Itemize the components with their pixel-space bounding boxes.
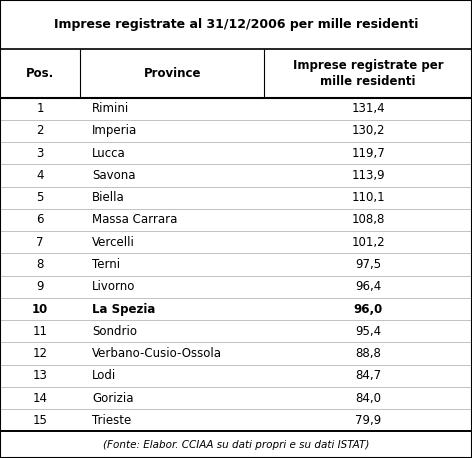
Text: La Spezia: La Spezia: [92, 303, 155, 316]
Text: 131,4: 131,4: [351, 102, 385, 115]
Text: (Fonte: Elabor. CCIAA su dati propri e su dati ISTAT): (Fonte: Elabor. CCIAA su dati propri e s…: [103, 440, 369, 450]
Text: 13: 13: [33, 369, 48, 382]
Text: 79,9: 79,9: [355, 414, 381, 427]
Text: Terni: Terni: [92, 258, 120, 271]
Text: 12: 12: [33, 347, 48, 360]
Text: Pos.: Pos.: [26, 67, 54, 80]
Text: 84,0: 84,0: [355, 392, 381, 404]
Text: 8: 8: [36, 258, 44, 271]
Text: Gorizia: Gorizia: [92, 392, 134, 404]
Text: 3: 3: [36, 147, 44, 160]
Text: Massa Carrara: Massa Carrara: [92, 213, 177, 226]
Text: 101,2: 101,2: [351, 236, 385, 249]
Text: 10: 10: [32, 303, 48, 316]
Text: 130,2: 130,2: [352, 125, 385, 137]
Text: 88,8: 88,8: [355, 347, 381, 360]
Text: 96,0: 96,0: [354, 303, 383, 316]
Text: Trieste: Trieste: [92, 414, 131, 427]
Text: 108,8: 108,8: [352, 213, 385, 226]
Text: Livorno: Livorno: [92, 280, 135, 293]
Text: 11: 11: [33, 325, 48, 338]
Text: Verbano-Cusio-Ossola: Verbano-Cusio-Ossola: [92, 347, 222, 360]
Text: 6: 6: [36, 213, 44, 226]
Text: 84,7: 84,7: [355, 369, 381, 382]
Text: 15: 15: [33, 414, 48, 427]
Text: Rimini: Rimini: [92, 102, 129, 115]
Text: 113,9: 113,9: [351, 169, 385, 182]
Text: Savona: Savona: [92, 169, 135, 182]
Text: Imperia: Imperia: [92, 125, 137, 137]
Text: 2: 2: [36, 125, 44, 137]
Text: 14: 14: [33, 392, 48, 404]
Text: 95,4: 95,4: [355, 325, 381, 338]
Text: Imprese registrate al 31/12/2006 per mille residenti: Imprese registrate al 31/12/2006 per mil…: [54, 18, 418, 31]
Text: Vercelli: Vercelli: [92, 236, 135, 249]
Text: 119,7: 119,7: [351, 147, 385, 160]
Text: Imprese registrate per
mille residenti: Imprese registrate per mille residenti: [293, 59, 444, 88]
Text: 5: 5: [36, 191, 44, 204]
Text: 110,1: 110,1: [351, 191, 385, 204]
Text: Sondrio: Sondrio: [92, 325, 137, 338]
Text: 1: 1: [36, 102, 44, 115]
Text: 4: 4: [36, 169, 44, 182]
Text: Biella: Biella: [92, 191, 125, 204]
Text: 96,4: 96,4: [355, 280, 381, 293]
Text: Lodi: Lodi: [92, 369, 116, 382]
Text: Lucca: Lucca: [92, 147, 126, 160]
Text: 7: 7: [36, 236, 44, 249]
Text: 97,5: 97,5: [355, 258, 381, 271]
Text: 9: 9: [36, 280, 44, 293]
Text: Province: Province: [143, 67, 201, 80]
